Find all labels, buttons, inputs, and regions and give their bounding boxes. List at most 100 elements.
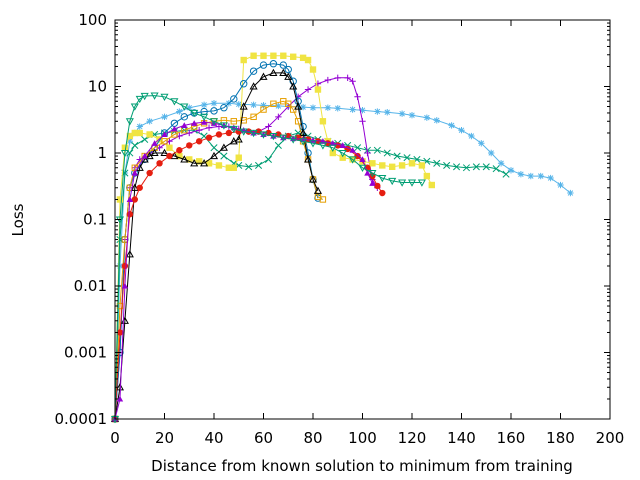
data-point [210,120,218,126]
data-point [497,160,505,167]
data-point [260,106,267,113]
series-8 [111,128,386,423]
data-point [200,101,208,109]
data-point [200,119,208,125]
data-point [160,148,169,157]
data-point [249,67,258,75]
data-point [338,149,347,158]
data-point [358,164,367,172]
y-tick-label: 10 [88,78,107,96]
data-point [448,122,455,129]
data-point [299,103,307,111]
y-tick-label: 100 [78,11,107,29]
data-point [170,151,179,160]
y-tick-label: 0.0001 [55,410,108,428]
data-point [210,144,218,152]
data-point [567,189,574,197]
data-point [309,137,317,143]
data-point [240,117,247,124]
data-point [229,137,238,145]
x-tick-label: 200 [596,429,625,447]
data-point [299,138,308,146]
y-tick-label: 0.1 [83,211,107,229]
data-point [488,149,495,157]
data-point [235,101,242,108]
data-point [328,144,337,152]
data-point [294,97,302,105]
data-point [260,102,267,109]
x-tick-label: 60 [254,429,273,447]
data-point [407,179,417,187]
data-point [245,163,253,171]
data-point [284,72,293,80]
y-axis-label: Loss [9,203,27,236]
data-point [274,141,282,149]
data-point [324,104,332,111]
data-point [294,102,303,110]
data-point [161,138,168,145]
data-point [279,61,287,69]
data-point [220,103,228,112]
data-point [190,109,199,118]
data-point [374,108,381,115]
data-point [319,118,327,125]
data-point [492,165,500,173]
data-point [140,92,149,101]
data-point [344,74,351,82]
data-point [215,131,223,138]
data-point [383,149,391,157]
data-point [181,122,188,128]
data-point [452,163,461,171]
data-point [384,109,391,116]
data-point [374,182,381,190]
data-point [131,129,138,137]
data-point [116,196,124,203]
data-point [166,152,173,160]
data-point [205,160,213,167]
data-point [130,183,139,191]
data-point [309,104,317,111]
data-point [215,162,223,169]
data-point [423,114,431,121]
data-point [403,154,411,162]
data-point [180,155,189,163]
data-point [299,128,308,137]
data-point [349,106,356,113]
data-point [131,196,138,203]
data-point [230,118,238,125]
data-point [131,169,138,176]
data-point [126,211,134,218]
data-point [275,131,282,138]
data-point [398,110,406,117]
data-point [264,155,273,163]
data-point [186,156,193,163]
data-point [388,177,397,186]
data-point [210,107,218,115]
data-point [239,102,248,110]
y-tick-label: 1 [97,144,107,162]
data-point [259,131,268,139]
data-point [135,95,144,104]
data-point [478,140,485,147]
data-point [250,101,257,109]
data-point [472,163,480,171]
x-tick-label: 140 [447,429,476,447]
series-9 [111,119,376,422]
data-point [379,189,386,197]
data-point [249,82,258,90]
data-point [304,86,312,93]
plot-marks [110,52,574,424]
data-point [240,80,248,88]
data-point [220,152,228,160]
data-point [507,167,515,174]
data-point [136,129,143,137]
data-point [423,172,431,180]
data-point [349,78,356,85]
data-point [433,159,441,167]
data-point [151,140,158,146]
data-point [186,104,193,111]
data-point [126,138,134,145]
data-point [364,169,371,176]
data-point [289,82,298,90]
